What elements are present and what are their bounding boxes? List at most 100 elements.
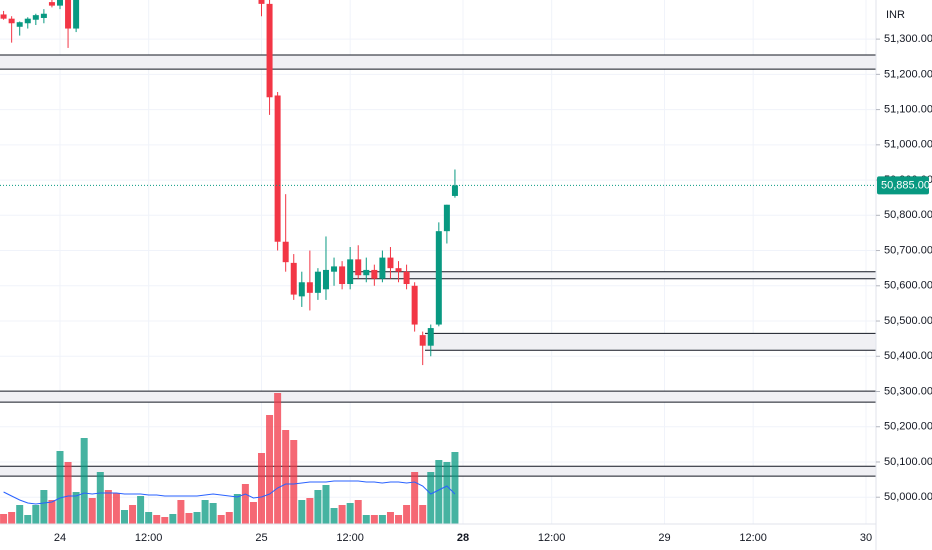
volume-bar — [137, 496, 145, 524]
y-tick-label: 50,400.00 — [884, 350, 932, 362]
volume-bar — [419, 505, 427, 524]
volume-bar — [249, 502, 257, 524]
candle-body — [258, 0, 265, 4]
candle-body — [73, 0, 80, 29]
volume-bar — [185, 513, 193, 524]
volume-bar — [48, 500, 56, 524]
volume-bar — [40, 490, 48, 524]
x-tick-label: 12:00 — [135, 532, 163, 544]
candle-body — [298, 282, 305, 297]
volume-bar — [241, 484, 249, 524]
volume-bar — [314, 490, 322, 524]
volume-bar — [443, 462, 451, 524]
volume-bar — [153, 515, 161, 524]
candle-body — [24, 18, 31, 24]
candle-body — [403, 271, 410, 285]
candle-body — [443, 204, 450, 232]
y-tick-label: 50,100.00 — [884, 456, 932, 468]
y-tick-label: 50,500.00 — [884, 315, 932, 327]
candle-body — [331, 266, 338, 272]
volume-bar — [120, 510, 128, 524]
y-tick-label: 51,100.00 — [884, 103, 932, 115]
candle-body — [57, 0, 63, 6]
volume-bar — [56, 451, 64, 524]
volume-bar — [451, 452, 459, 524]
plot-area — [0, 0, 876, 524]
volume-bar — [72, 492, 80, 524]
candle-body — [395, 268, 402, 272]
volume-bar — [306, 498, 314, 524]
volume-bar — [435, 460, 443, 524]
volume-bar — [322, 485, 330, 524]
currency-label: INR — [886, 9, 905, 21]
x-tick-label: 24 — [54, 532, 66, 544]
volume-bar — [24, 515, 32, 524]
volume-bar — [233, 494, 241, 524]
last-price-label: 50,885.00 — [881, 179, 930, 191]
candle-body — [427, 328, 434, 346]
volume-bar — [282, 430, 290, 524]
volume-bar — [362, 515, 370, 524]
candle-body — [48, 2, 55, 6]
candle-body — [419, 335, 426, 346]
volume-bar — [88, 498, 96, 524]
x-tick-label: 29 — [658, 532, 670, 544]
volume-bar — [411, 472, 419, 524]
candle-body — [322, 269, 329, 290]
volume-bar — [378, 515, 386, 524]
y-tick-label: 51,200.00 — [884, 68, 932, 80]
volume-bar — [427, 472, 435, 524]
candle-body — [314, 271, 321, 293]
y-tick-label: 50,600.00 — [884, 280, 932, 292]
candle-body — [347, 259, 354, 285]
volume-bar — [32, 505, 40, 524]
candle-body — [451, 185, 458, 196]
y-tick-label: 50,000.00 — [884, 491, 932, 503]
volume-bar — [386, 512, 394, 524]
volume-bar — [225, 512, 233, 524]
y-tick-label: 50,700.00 — [884, 244, 932, 256]
volume-bar — [104, 490, 112, 524]
volume-bar — [330, 508, 338, 524]
candle-body — [40, 13, 47, 18]
y-tick-label: 50,200.00 — [884, 421, 932, 433]
volume-bar — [96, 472, 104, 524]
candle-body — [435, 231, 442, 325]
volume-bar — [112, 493, 120, 524]
candle-body — [282, 241, 289, 263]
zone — [349, 271, 876, 279]
y-tick-label: 51,300.00 — [884, 33, 932, 45]
volume-bar — [161, 517, 169, 524]
candle-body — [266, 3, 273, 98]
volume-bar — [370, 515, 378, 524]
y-tick-label: 50,800.00 — [884, 209, 932, 221]
candle-body — [379, 257, 386, 279]
volume-bar — [201, 500, 209, 524]
candle-body — [290, 262, 297, 295]
volume-bar — [145, 512, 153, 524]
volume-bar — [354, 500, 362, 524]
volume-bar — [395, 515, 403, 524]
volume-bar — [290, 440, 298, 524]
candle-body — [387, 257, 394, 269]
candle-body — [16, 22, 23, 27]
volume-bar — [338, 505, 346, 524]
volume-bar — [193, 512, 201, 524]
volume-bar — [177, 500, 185, 524]
grid — [0, 0, 876, 524]
zone — [0, 54, 876, 70]
volume-bar — [16, 505, 24, 524]
volume-bar — [8, 512, 16, 524]
x-tick-label: 12:00 — [739, 532, 767, 544]
x-tick-label: 12:00 — [538, 532, 566, 544]
x-tick-label: 25 — [255, 532, 267, 544]
candle-body — [306, 282, 313, 293]
candle-body — [411, 285, 418, 325]
volume-bar — [346, 503, 354, 524]
volume-bar — [0, 514, 8, 524]
volume-bar — [403, 505, 411, 524]
axes: 50,000.00 50,100.00 50,200.00 50,300.00 50,4… — [54, 33, 932, 544]
volume-ma-line — [3, 480, 456, 505]
zone — [425, 333, 876, 351]
x-tick-label: 28 — [457, 532, 469, 544]
